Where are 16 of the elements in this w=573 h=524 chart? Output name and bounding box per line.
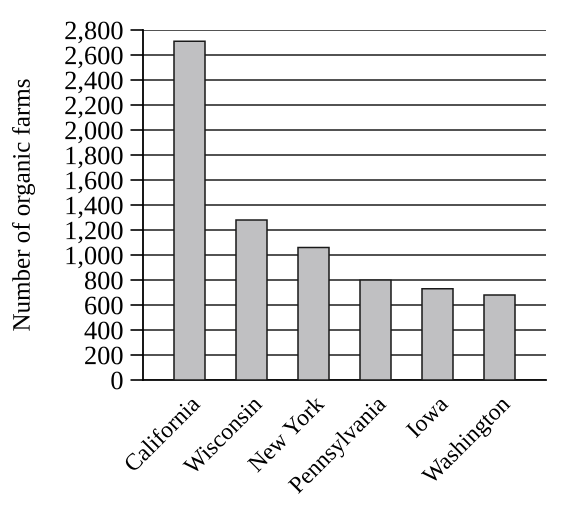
y-tick-label: 2,000 bbox=[65, 122, 123, 144]
y-tick-label: 400 bbox=[84, 322, 123, 340]
y-tick-label: 2,800 bbox=[65, 22, 123, 44]
y-tick-label: 1,000 bbox=[66, 246, 123, 268]
y-tick-label: 2,200 bbox=[65, 96, 123, 118]
y-axis-title: Number of organic farms bbox=[12, 79, 36, 331]
y-tick-label: 1,200 bbox=[66, 222, 123, 244]
y-tick-label: 200 bbox=[85, 346, 123, 364]
y-tick-label: 1,400 bbox=[66, 196, 123, 218]
y-tick-label: 2,600 bbox=[65, 46, 123, 68]
y-tick-label: 1,600 bbox=[66, 172, 123, 194]
y-tick-label: 600 bbox=[85, 296, 123, 314]
y-tick-label: 1,800 bbox=[66, 146, 123, 168]
y-tick-label: 800 bbox=[84, 272, 123, 290]
y-tick-label: 2,400 bbox=[65, 72, 123, 94]
y-tick-label: 0 bbox=[111, 372, 123, 390]
